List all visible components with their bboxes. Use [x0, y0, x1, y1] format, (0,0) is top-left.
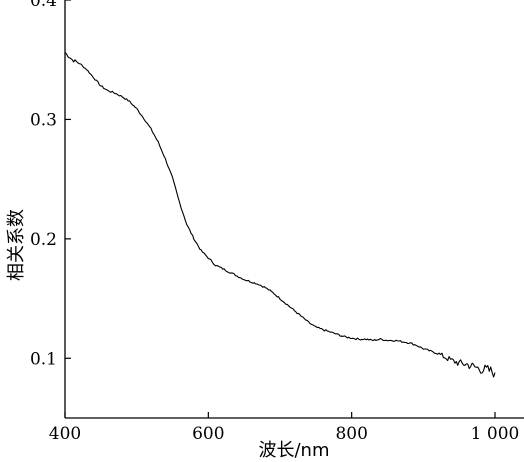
axes	[64, 0, 524, 419]
y-tick-label: 0.2	[30, 230, 57, 250]
x-axis-title: 波长/nm	[258, 440, 329, 461]
y-axis-title: 相关系数	[6, 209, 27, 281]
x-tick-label: 600	[192, 424, 224, 444]
x-ticks: 400 600 800 1 000	[49, 412, 520, 444]
series-line	[64, 52, 496, 378]
y-tick-label: 0.4	[30, 0, 57, 11]
y-tick-label: 0.3	[30, 110, 57, 130]
x-tick-label: 1 000	[471, 424, 520, 444]
y-tick-label: 0.1	[30, 349, 57, 369]
y-ticks: 0.1 0.2 0.3 0.4	[30, 0, 71, 369]
x-tick-label: 400	[49, 424, 81, 444]
x-tick-label: 800	[335, 424, 367, 444]
